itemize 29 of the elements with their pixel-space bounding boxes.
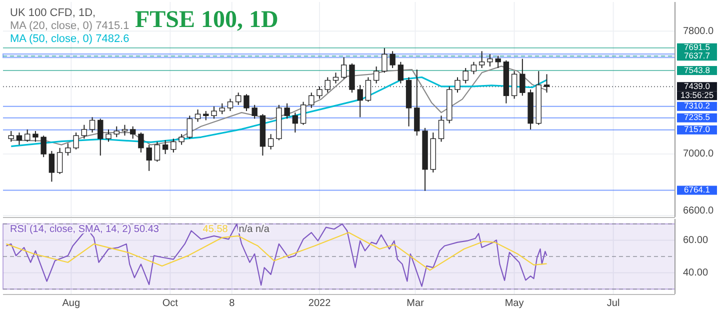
ref-line-label: 7310.2 <box>684 100 710 111</box>
ref-line-label: 7691.5 <box>684 42 710 52</box>
x-tick-label: Aug <box>62 298 80 309</box>
annotation: n/a n/a <box>238 224 270 235</box>
text: 13:56:25 <box>680 90 714 100</box>
ref-line-label: 6764.1 <box>684 184 710 195</box>
chart-title: FTSE 100, 1D <box>135 7 278 33</box>
x-tick-label: Jul <box>606 298 620 309</box>
ref-line-label: 7157.0 <box>684 124 710 134</box>
ref-line-label: 7439.0 <box>684 80 710 91</box>
chart-subtitle: UK 100 CFD, 1D, <box>10 7 96 19</box>
x-tick-label: Mar <box>406 298 425 309</box>
ref-line-label: 7543.8 <box>684 64 710 75</box>
series-label: RSI (14, close, SMA, 14, 2) 50.43 <box>10 224 160 235</box>
y-tick-label: 60.00 <box>683 234 708 246</box>
y-tick-label: 7000.0 <box>683 148 714 160</box>
y-tick-label: 7800.0 <box>683 26 714 37</box>
x-tick-label: Oct <box>162 298 178 309</box>
y-tick-label: 6600.0 <box>683 206 714 217</box>
x-tick-label: 2022 <box>308 298 332 309</box>
x-tick-label: 8 <box>229 298 236 309</box>
x-tick-label: May <box>504 298 524 309</box>
ref-line-label: 7637.7 <box>684 50 710 60</box>
text: MA (50, close, 0) 7482.6 <box>10 33 130 45</box>
ref-line-label: 7235.5 <box>684 112 710 122</box>
line-series <box>6 224 548 287</box>
series-label: 45.58 <box>202 224 228 235</box>
y-tick-label: 40.00 <box>683 267 708 278</box>
text: MA (20, close, 0) 7415.1 <box>10 20 130 32</box>
